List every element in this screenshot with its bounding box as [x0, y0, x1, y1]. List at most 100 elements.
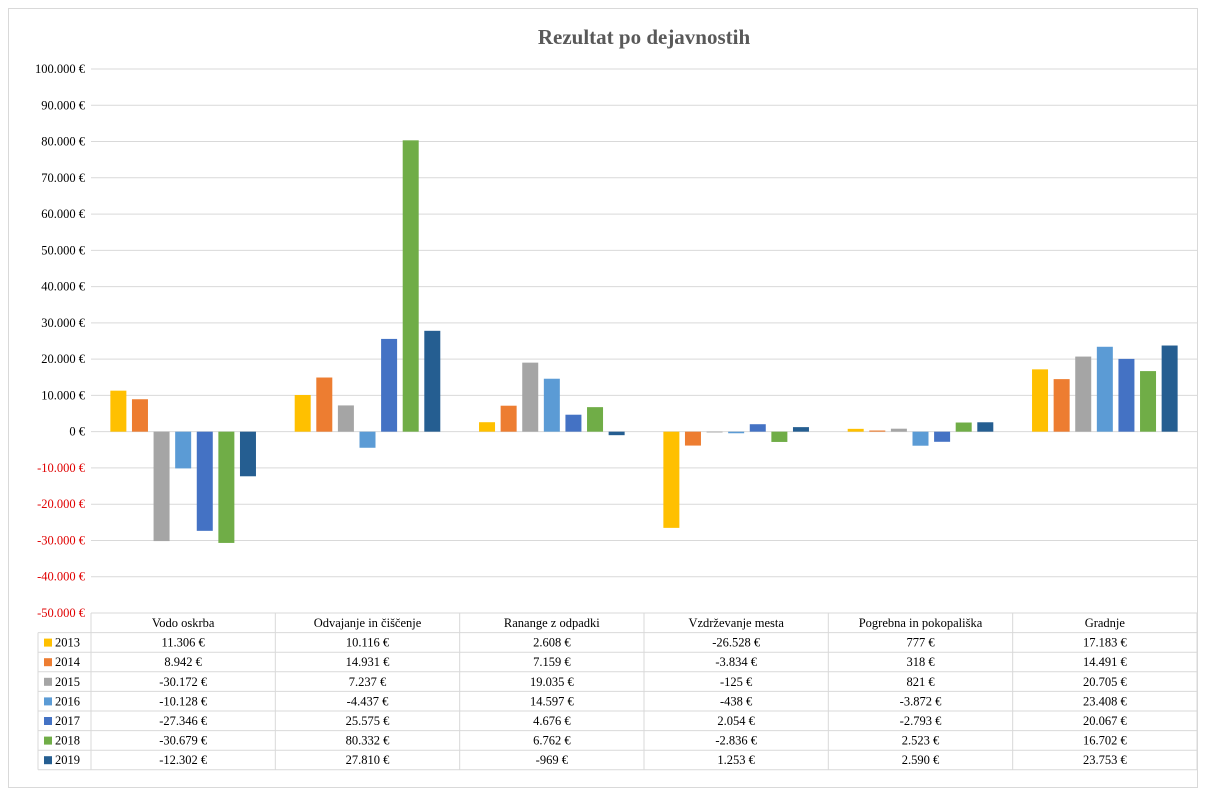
- bar-2019-3: [792, 427, 809, 432]
- data-label: -10.128 €: [159, 694, 208, 708]
- y-tick-label: 40.000 €: [41, 280, 86, 294]
- y-tick-label: -50.000 €: [37, 606, 86, 620]
- data-label: 19.035 €: [530, 675, 575, 689]
- y-tick-label: 50.000 €: [41, 243, 86, 257]
- data-label: 2.523 €: [902, 734, 940, 748]
- bar-2015-3: [706, 431, 723, 433]
- bar-2017-4: [934, 431, 951, 442]
- bar-2018-5: [1140, 371, 1157, 432]
- legend-label: 2013: [55, 636, 80, 650]
- bar-2016-1: [359, 431, 376, 448]
- data-label: 17.183 €: [1083, 636, 1128, 650]
- data-label: -438 €: [720, 694, 753, 708]
- bar-2013-2: [479, 422, 496, 432]
- bar-2013-1: [294, 394, 311, 432]
- data-label: 2.054 €: [717, 714, 755, 728]
- y-tick-label: 70.000 €: [41, 171, 86, 185]
- bar-2014-5: [1053, 379, 1070, 432]
- legend-key-2019: [44, 756, 52, 765]
- data-label: 23.408 €: [1083, 694, 1128, 708]
- data-label: 20.705 €: [1083, 675, 1128, 689]
- bar-2013-4: [847, 428, 864, 432]
- y-tick-label: 100.000 €: [35, 62, 86, 76]
- data-label: 7.159 €: [533, 655, 571, 669]
- bar-2017-0: [196, 431, 213, 531]
- legend-label: 2014: [55, 655, 81, 669]
- bar-2019-4: [977, 422, 994, 432]
- legend-label: 2015: [55, 675, 80, 689]
- legend-label: 2018: [55, 734, 80, 748]
- category-label: Pogrebna in pokopališka: [859, 616, 983, 630]
- category-label: Vzdrževanje mesta: [688, 616, 784, 630]
- legend-key-2018: [44, 736, 52, 745]
- data-label: 2.608 €: [533, 636, 571, 650]
- data-label: 14.491 €: [1083, 655, 1128, 669]
- data-label: 10.116 €: [346, 636, 390, 650]
- bar-2013-5: [1032, 369, 1049, 432]
- bar-2017-5: [1118, 358, 1135, 432]
- y-tick-label: -10.000 €: [37, 461, 86, 475]
- chart-title: Rezultat po dejavnostih: [538, 25, 751, 49]
- data-label: 4.676 €: [533, 714, 571, 728]
- category-label: Odvajanje in čiščenje: [314, 616, 422, 630]
- category-label: Gradnje: [1085, 616, 1126, 630]
- bar-2016-3: [728, 431, 745, 434]
- data-label: -12.302 €: [159, 753, 208, 767]
- bar-2017-1: [381, 338, 398, 432]
- data-label: 80.332 €: [346, 734, 391, 748]
- bar-2015-1: [337, 405, 354, 432]
- bar-2019-2: [608, 431, 625, 436]
- data-label: 777 €: [906, 636, 935, 650]
- bar-2015-5: [1075, 356, 1092, 432]
- bar-2014-1: [316, 377, 333, 432]
- bar-2015-2: [522, 362, 539, 432]
- bar-chart: Rezultat po dejavnostih 100.000 € 90.000 …: [35, 25, 1197, 771]
- data-label: -969 €: [536, 753, 569, 767]
- data-label: -30.679 €: [159, 734, 208, 748]
- bar-2014-4: [869, 430, 886, 432]
- bar-2013-0: [110, 390, 127, 432]
- legend-label: 2016: [55, 694, 80, 708]
- legend-key-2014: [44, 658, 52, 667]
- bar-2018-3: [771, 431, 788, 442]
- data-label: 8.942 €: [164, 655, 202, 669]
- bar-2016-2: [543, 378, 560, 432]
- bar-2017-2: [565, 414, 582, 432]
- bar-2013-3: [663, 431, 680, 528]
- data-label: 14.597 €: [530, 694, 575, 708]
- data-label: 20.067 €: [1083, 714, 1128, 728]
- legend-key-2013: [44, 638, 52, 647]
- bar-2017-3: [749, 424, 766, 432]
- data-label: 23.753 €: [1083, 753, 1128, 767]
- data-label: 11.306 €: [162, 636, 206, 650]
- data-label: 7.237 €: [349, 675, 387, 689]
- legend-key-2015: [44, 677, 52, 686]
- y-tick-label: 10.000 €: [41, 388, 86, 402]
- legend-key-2017: [44, 717, 52, 725]
- bar-2016-0: [175, 431, 192, 469]
- data-label: 821 €: [906, 675, 935, 689]
- y-tick-label: 60.000 €: [41, 207, 86, 221]
- bar-2014-0: [131, 399, 148, 432]
- data-label: 16.702 €: [1083, 734, 1128, 748]
- legend-label: 2017: [55, 714, 80, 728]
- data-label: -26.528 €: [712, 636, 761, 650]
- y-tick-label: -40.000 €: [37, 570, 86, 584]
- y-tick-label: 30.000 €: [41, 316, 86, 330]
- y-tick-label: 90.000 €: [41, 98, 86, 112]
- y-tick-label: -30.000 €: [37, 533, 86, 547]
- bar-2016-4: [912, 431, 929, 446]
- bar-2014-2: [500, 405, 517, 432]
- bar-2018-1: [402, 140, 419, 432]
- y-tick-label: 0 €: [69, 425, 85, 439]
- bar-2018-0: [218, 431, 235, 543]
- data-label: 318 €: [906, 655, 935, 669]
- bar-2015-4: [890, 428, 907, 432]
- bar-2019-5: [1161, 345, 1178, 432]
- bar-2016-5: [1096, 346, 1113, 432]
- bar-2015-0: [153, 431, 170, 542]
- bar-2019-1: [424, 330, 441, 432]
- y-tick-label: -20.000 €: [37, 497, 86, 511]
- bar-2018-2: [587, 407, 604, 432]
- data-label: -4.437 €: [347, 694, 389, 708]
